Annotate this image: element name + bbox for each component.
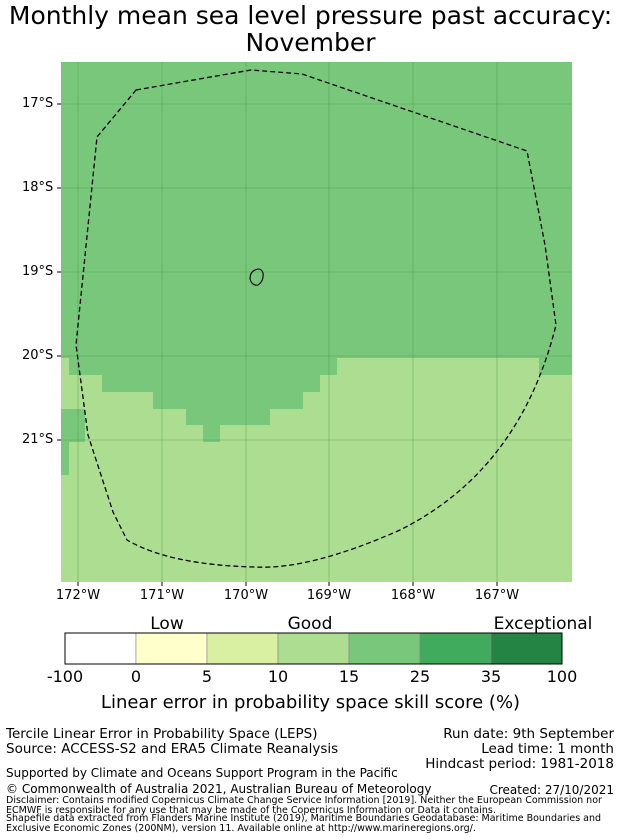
colorbar-category-good: Good [287, 614, 333, 634]
colorbar-segment-7 [490, 632, 563, 665]
run-date-text: Run date: 9th September [443, 726, 614, 742]
lat-label-19s: 19°S [22, 264, 54, 279]
colorbar-title: Linear error in probability space skill … [100, 692, 521, 713]
method-text: Tercile Linear Error in Probability Spac… [6, 726, 318, 742]
hindcast-text: Hindcast period: 1981-2018 [425, 756, 614, 772]
colorbar-segment-1 [64, 632, 137, 665]
colorbar-tick-label: 5 [201, 667, 213, 686]
colorbar-tick-label: 0 [130, 667, 142, 686]
chart-title-line2: November [245, 28, 376, 57]
copyright-text: © Commonwealth of Australia 2021, Austra… [6, 782, 432, 796]
shapefile-line2: Exclusive Economic Zones (200NM), versio… [6, 823, 476, 834]
colorbar-segment-6 [419, 632, 492, 665]
source-text: Source: ACCESS-S2 and ERA5 Climate Reana… [6, 741, 339, 757]
lead-time-text: Lead time: 1 month [481, 741, 614, 757]
colorbar-outline [64, 632, 563, 665]
disclaimer-line2: ECMWF is responsible for any use that ma… [6, 805, 496, 816]
colorbar-segment-4 [277, 632, 350, 665]
lon-label-170w: 170°W [223, 588, 269, 603]
skill-map-panel [57, 62, 572, 586]
lat-label-20s: 20°S [22, 348, 54, 363]
lon-label-169w: 169°W [306, 588, 352, 603]
skill-region-very-good [61, 62, 572, 442]
colorbar-tick-label: 10 [267, 667, 289, 686]
map-ticks [57, 103, 498, 586]
colorbar-tick-label: 25 [409, 667, 431, 686]
colorbar-segment-5 [348, 632, 421, 665]
colorbar-category-exceptional: Exceptional [493, 614, 593, 634]
lon-label-171w: 171°W [139, 588, 185, 603]
lat-label-17s: 17°S [22, 96, 54, 111]
island-outline [249, 268, 264, 286]
lon-label-172w: 172°W [55, 588, 101, 603]
shapefile-line1: Shapefile data extracted from Flanders M… [6, 813, 602, 824]
lat-label-21s: 21°S [22, 432, 54, 447]
eez-boundary [75, 69, 557, 568]
colorbar-segment-3 [206, 632, 279, 665]
skill-region-very-good-west [61, 409, 85, 475]
disclaimer-line1: Disclaimer: Contains modified Copernicus… [6, 795, 602, 806]
colorbar [64, 632, 563, 665]
support-text: Supported by Climate and Oceans Support … [6, 766, 398, 780]
chart-title-line1: Monthly mean sea level pressure past acc… [8, 1, 613, 30]
created-text: Created: 27/10/2021 [489, 783, 614, 797]
colorbar-segment-2 [135, 632, 208, 665]
map-gridlines [61, 62, 572, 582]
colorbar-tick-label: 35 [480, 667, 502, 686]
lon-label-168w: 168°W [390, 588, 436, 603]
colorbar-category-low: Low [150, 614, 184, 634]
colorbar-tick-label: 15 [338, 667, 360, 686]
lat-label-18s: 18°S [22, 180, 54, 195]
colorbar-tick-label: -100 [46, 667, 84, 686]
lon-label-167w: 167°W [474, 588, 520, 603]
colorbar-tick-label: 100 [546, 667, 578, 686]
